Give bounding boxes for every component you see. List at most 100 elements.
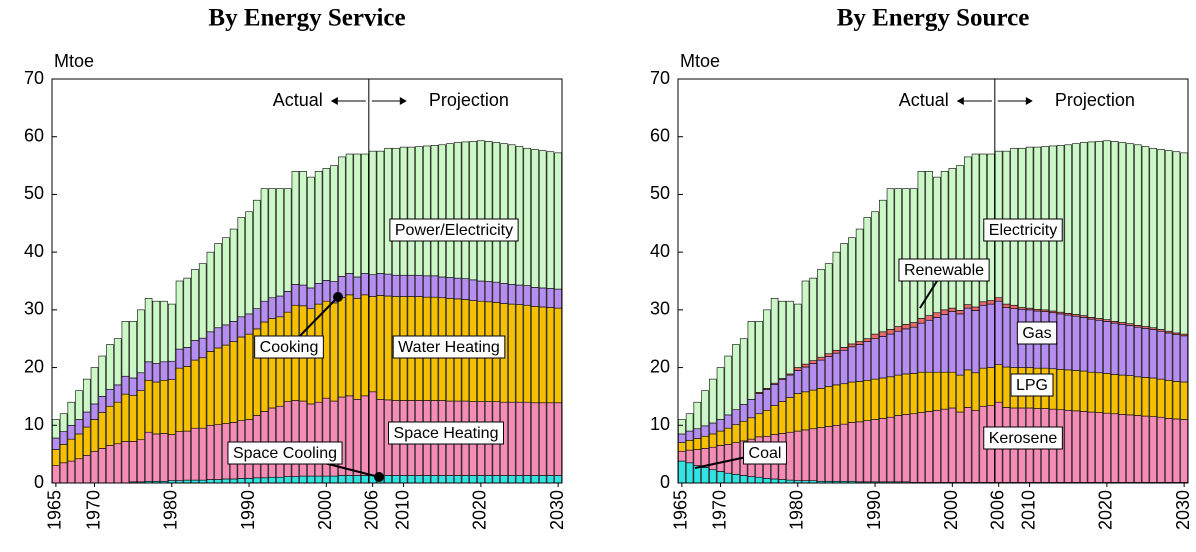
bar-segment <box>345 273 354 296</box>
bar-segment <box>1002 366 1011 408</box>
bar-segment <box>739 475 748 484</box>
bar-segment <box>909 326 918 374</box>
bar-segment <box>1095 412 1103 483</box>
bar-segment <box>778 479 787 484</box>
bar-segment <box>1095 141 1103 319</box>
bar-segment <box>994 297 1003 302</box>
bar-segment <box>283 188 292 292</box>
bar-segment <box>964 407 972 483</box>
bar-segment <box>770 298 779 384</box>
y-tick-label: 50 <box>24 183 44 203</box>
bar-segment <box>801 429 810 481</box>
bar-segment <box>724 427 732 445</box>
bar-segment <box>755 393 763 415</box>
bar-segment <box>824 426 833 482</box>
x-tick-label: 1965 <box>671 490 691 530</box>
bar-segment <box>237 478 246 484</box>
bar-segment <box>137 390 145 441</box>
bar-segment <box>1064 369 1072 411</box>
bar-segment <box>121 321 130 377</box>
x-tick-label: 1990 <box>864 490 884 530</box>
bar-segment <box>716 430 725 446</box>
bar-segment <box>956 374 964 413</box>
bar-segment <box>925 171 933 316</box>
bar-segment <box>523 304 531 403</box>
bar-segment <box>137 309 145 374</box>
bar-segment <box>809 277 817 361</box>
bar-segment <box>732 344 740 411</box>
bar-segment <box>407 146 416 276</box>
bar-segment <box>678 460 686 484</box>
bar-segment <box>144 298 153 363</box>
legend-box <box>983 218 1063 242</box>
bar-segment <box>453 277 462 300</box>
legend-label: Kerosene <box>989 430 1058 447</box>
bar-segment <box>399 274 408 297</box>
y-tick-label: 20 <box>24 356 44 376</box>
bar-segment <box>1110 374 1119 415</box>
legend-label: LPG <box>1016 377 1048 394</box>
y-tick-label: 10 <box>650 414 670 434</box>
bar-segment <box>964 307 972 371</box>
bar-segment <box>1087 141 1096 318</box>
bar-segment <box>90 367 99 405</box>
bar-segment <box>902 373 910 415</box>
bar-segment <box>554 288 562 309</box>
bar-segment <box>848 422 856 482</box>
bar-segment <box>693 401 702 430</box>
bar-segment <box>338 156 346 277</box>
bar-segment <box>338 297 346 398</box>
bar-segment <box>183 366 191 432</box>
bar-segment <box>1079 317 1088 372</box>
bar-segment <box>508 284 516 305</box>
bar-segment <box>353 475 361 484</box>
bar-segment <box>763 478 771 484</box>
bar-segment <box>1172 334 1181 382</box>
bar-segment <box>160 361 168 381</box>
bar-segment <box>113 384 122 403</box>
bar-segment <box>423 145 431 277</box>
bar-segment <box>809 360 817 364</box>
bar-segment <box>979 304 987 369</box>
bar-segment <box>871 338 879 380</box>
bar-segment <box>376 273 385 296</box>
bar-segment <box>948 311 957 373</box>
bar-segment <box>492 142 501 283</box>
bar-segment <box>925 319 933 373</box>
x-tick-label: 1965 <box>45 490 65 530</box>
bar-segment <box>716 419 725 432</box>
bar-segment <box>1172 151 1181 334</box>
bar-segment <box>1087 411 1096 483</box>
bar-segment <box>98 412 106 449</box>
bar-segment <box>531 402 539 476</box>
bar-segment <box>817 356 825 361</box>
bar-segment <box>75 419 83 435</box>
bar-segment <box>1180 152 1188 335</box>
bar-segment <box>709 433 717 448</box>
bar-segment <box>469 475 477 484</box>
bar-segment <box>83 426 91 456</box>
bar-segment <box>933 176 941 314</box>
bar-segment <box>160 300 168 363</box>
bar-segment <box>917 318 926 324</box>
bar-segment <box>508 475 516 484</box>
bar-segment <box>206 331 215 352</box>
bar-segment <box>222 237 230 326</box>
x-tick-label: 2010 <box>1018 490 1038 530</box>
bar-segment <box>786 374 794 398</box>
bar-segment <box>214 479 222 484</box>
bar-segment <box>917 171 926 319</box>
bar-segment <box>546 151 555 289</box>
bar-segment <box>848 237 856 345</box>
bar-segment <box>809 363 817 391</box>
bar-segment <box>237 217 246 318</box>
chart-title: By Energy Source <box>837 5 1030 32</box>
bar-segment <box>446 277 454 299</box>
bar-segment <box>214 347 222 426</box>
bar-segment <box>886 329 895 335</box>
bar-segment <box>1164 418 1173 483</box>
bar-segment <box>345 153 354 274</box>
bar-segment <box>1103 140 1111 320</box>
bar-segment <box>848 346 856 383</box>
bar-segment <box>291 284 300 306</box>
